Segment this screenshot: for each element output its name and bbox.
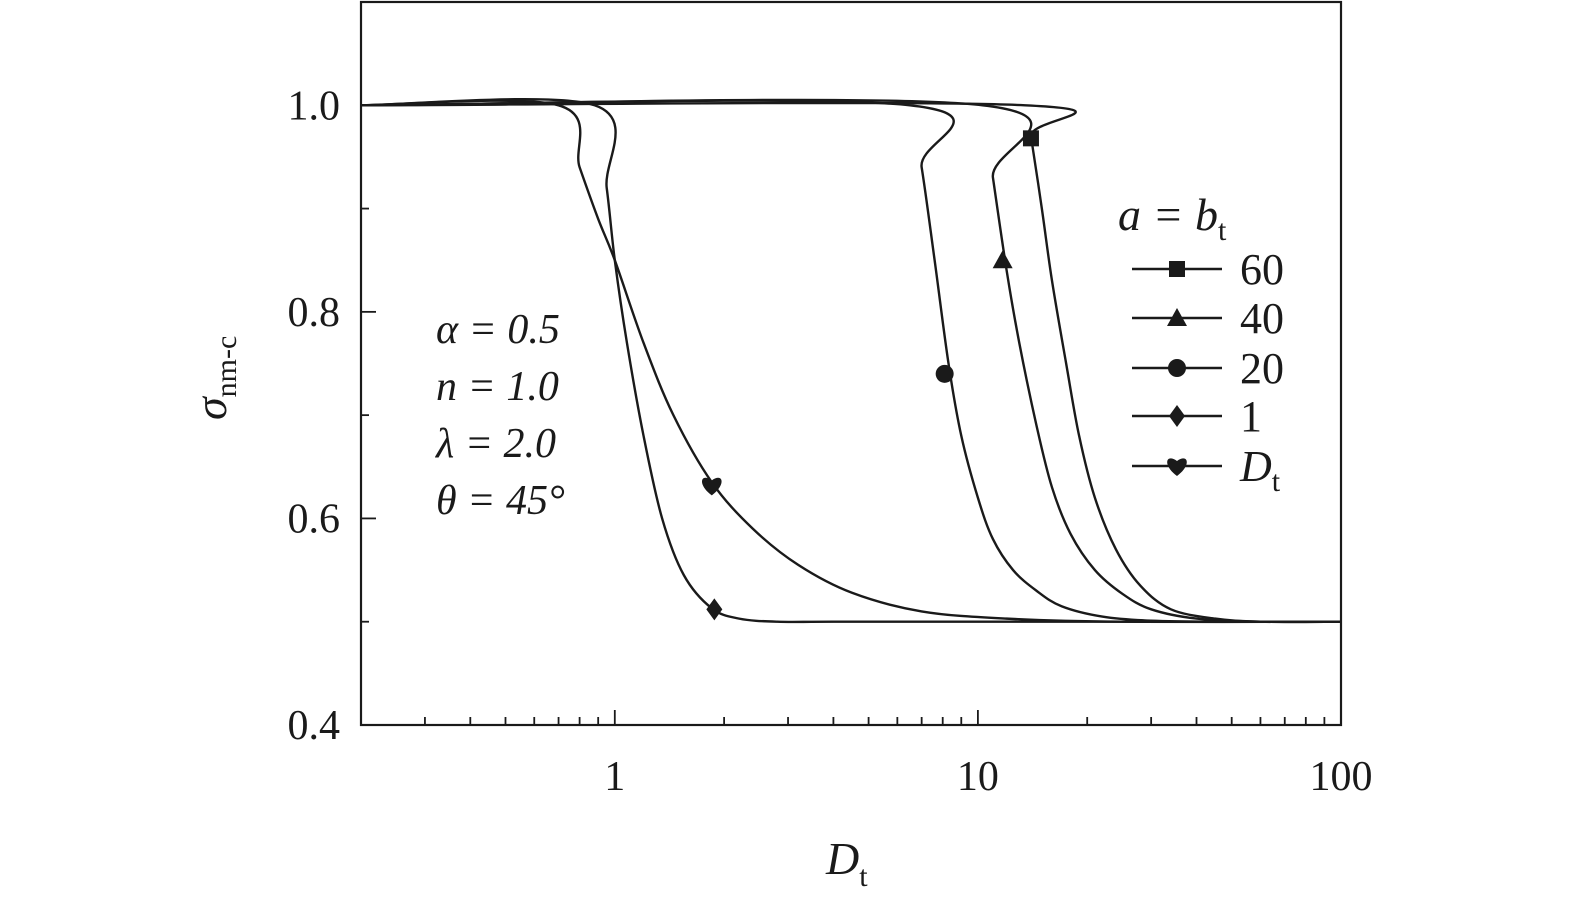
- x-axis-title-sub: t: [859, 860, 868, 893]
- plot-layer: [360, 97, 1342, 624]
- legend-title: a = bt: [1118, 189, 1227, 247]
- legend-label-3: 1: [1240, 392, 1262, 441]
- series-marker-3: [706, 598, 723, 621]
- x-axis-title-main: D: [825, 833, 859, 884]
- legend-marker-4: [1167, 458, 1187, 476]
- legend-label-sub: t: [1272, 465, 1281, 498]
- legend-marker-3: [1169, 405, 1185, 427]
- annotation-line-2: n = 1.0: [436, 364, 559, 410]
- x-tick-label: 1: [604, 754, 625, 800]
- y-axis-title-group: σnm-c: [185, 336, 243, 420]
- x-tick-label: 100: [1310, 754, 1373, 800]
- annotation-line-4: θ = 45°: [436, 478, 565, 524]
- y-tick-label: 0.6: [288, 496, 341, 542]
- tick-labels: 1 10 100 0.4 0.6 0.8 1.0: [288, 83, 1373, 800]
- legend-marker-0: [1169, 261, 1185, 277]
- data-curves: [360, 97, 1342, 624]
- series-line-3: [360, 97, 1341, 624]
- data-markers: [702, 130, 1039, 621]
- legend-title-sub: t: [1218, 214, 1227, 247]
- legend-marker-2: [1168, 359, 1186, 377]
- x-tick-label: 10: [957, 754, 999, 800]
- annotation-line-3: λ = 2.0: [434, 421, 556, 467]
- y-axis-title: σnm-c: [185, 336, 243, 420]
- series-line-2: [360, 99, 1342, 623]
- series-marker-0: [1022, 130, 1039, 147]
- series-line-0: [360, 101, 1342, 624]
- legend-title-text: a = b: [1118, 189, 1218, 240]
- legend-label-0: 60: [1240, 245, 1284, 294]
- y-tick-label: 0.4: [288, 703, 341, 749]
- series-marker-2: [935, 364, 954, 383]
- axis-ticks: [360, 104, 1326, 726]
- series-line-1: [360, 98, 1342, 624]
- series-marker-1: [992, 250, 1013, 269]
- legend-label-4: Dt: [1239, 442, 1281, 498]
- y-tick-label: 0.8: [288, 290, 341, 336]
- series-line-4: [360, 99, 1342, 624]
- parameter-annotations: α = 0.5 n = 1.0 λ = 2.0 θ = 45°: [434, 307, 565, 524]
- legend-label-1: 40: [1240, 294, 1284, 343]
- x-axis-title: Dt: [825, 833, 868, 893]
- legend-marker-1: [1167, 308, 1187, 326]
- legend-label-main: D: [1239, 442, 1272, 491]
- annotation-line-1: α = 0.5: [436, 307, 560, 353]
- y-axis-title-main: σ: [185, 395, 236, 420]
- plot-frame: [359, 0, 1343, 727]
- y-tick-label: 1.0: [288, 83, 341, 129]
- y-axis-title-sub: nm-c: [210, 336, 243, 398]
- legend-label-2: 20: [1240, 344, 1284, 393]
- series-marker-4: [702, 477, 722, 496]
